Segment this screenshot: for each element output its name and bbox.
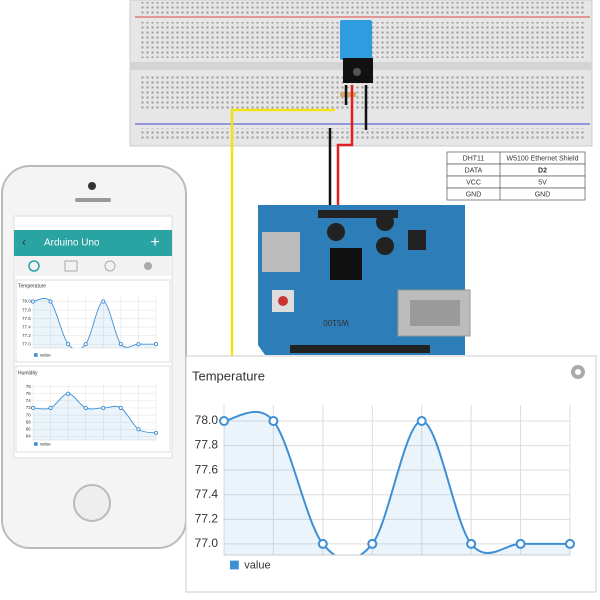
wires bbox=[230, 85, 368, 356]
y-tick-label: 77.6 bbox=[22, 316, 31, 321]
point bbox=[317, 538, 328, 549]
legend-swatch bbox=[34, 353, 38, 357]
point bbox=[30, 405, 36, 410]
y-tick-label: 77.8 bbox=[195, 438, 219, 452]
point bbox=[101, 405, 106, 410]
y-tick-label: 76 bbox=[26, 391, 32, 396]
point bbox=[153, 342, 159, 347]
point bbox=[48, 299, 53, 304]
table-cell: VCC bbox=[466, 179, 481, 186]
point bbox=[565, 538, 575, 549]
list-tab[interactable] bbox=[64, 260, 78, 272]
y-tick-label: 72 bbox=[26, 405, 32, 410]
line-chart: Humidity 64 66 68 70 72 74 76 78 value bbox=[18, 370, 159, 447]
point bbox=[219, 415, 229, 426]
y-tick-label: 77.4 bbox=[195, 487, 219, 501]
y-tick-label: 70 bbox=[26, 412, 32, 417]
point bbox=[66, 391, 71, 396]
area bbox=[33, 393, 156, 440]
y-tick-label: 77.0 bbox=[22, 341, 31, 346]
add-button[interactable]: + bbox=[150, 234, 159, 251]
point bbox=[118, 342, 123, 347]
y-tick-label: 68 bbox=[26, 419, 32, 424]
y-tick-label: 78 bbox=[26, 384, 32, 389]
y-tick-label: 77.4 bbox=[22, 324, 31, 329]
y-tick-label: 77.8 bbox=[22, 307, 31, 312]
chart-title: Temperature bbox=[18, 283, 46, 289]
table-cell: GND bbox=[466, 191, 482, 198]
phone: ‹ Arduino Uno + bbox=[1, 165, 187, 549]
legend-swatch bbox=[230, 560, 239, 570]
legend-label: value bbox=[244, 559, 270, 571]
point bbox=[101, 299, 106, 304]
y-tick-label: 77.2 bbox=[22, 333, 31, 338]
ethernet-shield: W5100 bbox=[258, 205, 471, 355]
y-tick-label: 66 bbox=[26, 427, 32, 432]
y-tick-label: 78.0 bbox=[195, 413, 219, 427]
shield-label: W5100 bbox=[323, 318, 349, 327]
app-title: Arduino Uno bbox=[44, 238, 100, 249]
point bbox=[416, 415, 427, 426]
y-tick-label: 77.0 bbox=[195, 536, 219, 550]
table-cell: DATA bbox=[465, 167, 483, 174]
point bbox=[118, 405, 123, 410]
y-tick-label: 74 bbox=[26, 398, 32, 403]
y-tick-label: 77.2 bbox=[195, 512, 219, 526]
settings-tab[interactable] bbox=[144, 262, 152, 270]
table-cell: W5100 Ethernet Shield bbox=[507, 155, 579, 162]
wiring-table: DHT11 W5100 Ethernet Shield DATA D2 VCC 5V GND… bbox=[446, 151, 586, 201]
point bbox=[136, 427, 141, 432]
line bbox=[224, 410, 570, 555]
line-chart: Temperature 77.0 77.2 77.4 77.6 77.8 78.0 value bbox=[192, 368, 575, 571]
play-tab[interactable] bbox=[104, 260, 116, 272]
y-tick-label: 77.6 bbox=[195, 462, 219, 476]
point bbox=[30, 299, 36, 304]
info-tab[interactable] bbox=[28, 260, 40, 272]
point bbox=[367, 538, 378, 549]
point bbox=[268, 415, 279, 426]
point bbox=[83, 342, 88, 347]
line-chart: Temperature 77.0 77.2 77.4 77.6 77.8 78.0 value bbox=[18, 283, 159, 358]
chart-panel bbox=[185, 355, 597, 593]
legend-label: value bbox=[40, 442, 51, 447]
table-row bbox=[446, 187, 586, 201]
point bbox=[136, 342, 141, 347]
table-cell: GND bbox=[535, 191, 551, 198]
y-tick-label: 78.0 bbox=[22, 299, 31, 304]
table-cell: D2 bbox=[538, 167, 547, 174]
point bbox=[466, 538, 477, 549]
y-tick-label: 64 bbox=[26, 434, 32, 439]
table-cell: DHT11 bbox=[463, 155, 485, 162]
point bbox=[515, 538, 526, 549]
point bbox=[66, 342, 71, 347]
chart-title: Temperature bbox=[192, 368, 265, 383]
point bbox=[153, 430, 159, 435]
dht11-sensor bbox=[340, 20, 373, 97]
chart-title: Humidity bbox=[18, 370, 38, 376]
legend-label: value bbox=[40, 353, 51, 358]
app-bar bbox=[14, 230, 172, 256]
point bbox=[48, 405, 53, 410]
back-button[interactable]: ‹ bbox=[22, 235, 26, 249]
table-cell: 5V bbox=[538, 179, 547, 186]
point bbox=[83, 405, 88, 410]
legend-swatch bbox=[34, 442, 38, 446]
